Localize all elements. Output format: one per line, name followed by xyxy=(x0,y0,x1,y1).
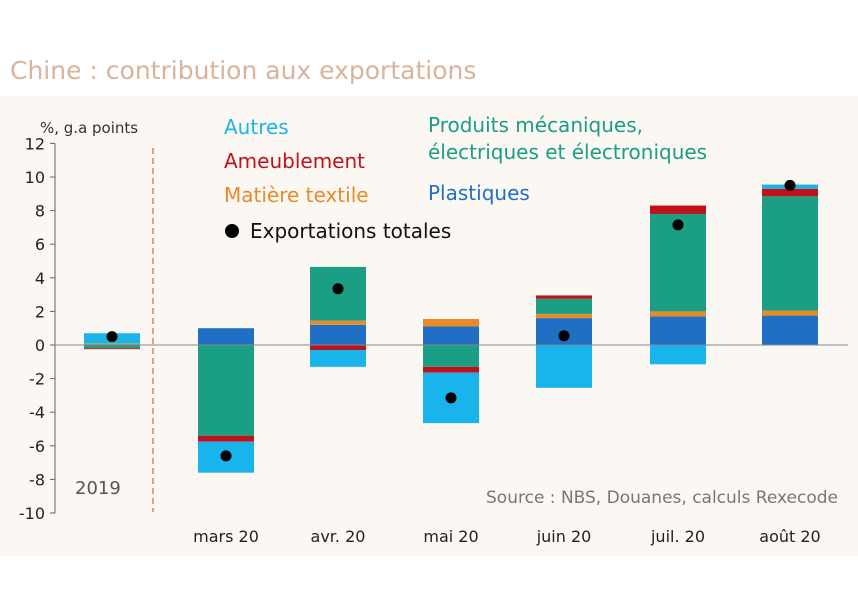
y-tick-label: 4 xyxy=(35,269,45,288)
x-tick-label: juin 20 xyxy=(536,527,592,546)
x-tick-label: juil. 20 xyxy=(650,527,705,546)
bar-segment-textile xyxy=(423,318,479,327)
bar-segment-autres xyxy=(536,345,592,388)
legend-produits-line1: Produits mécaniques, xyxy=(428,113,643,137)
y-tick-label: 2 xyxy=(35,302,45,321)
bar-segment-textile xyxy=(650,311,706,317)
bar-segment-produits xyxy=(198,345,254,436)
total-marker xyxy=(220,450,232,462)
legend-total-marker xyxy=(225,224,239,238)
y-tick-label: 6 xyxy=(35,235,45,254)
bar-segment-ameublement xyxy=(762,188,818,197)
bar-segment-produits xyxy=(762,196,818,311)
bar-segment-textile xyxy=(536,313,592,319)
y-tick-label: 12 xyxy=(25,134,45,153)
bar-segment-ameublement xyxy=(198,435,254,442)
legend-produits-line2: électriques et électroniques xyxy=(428,140,707,164)
total-marker xyxy=(672,219,684,231)
legend-autres: Autres xyxy=(224,115,289,139)
y-unit-label: %, g.a points xyxy=(40,119,138,137)
y-tick-label: -4 xyxy=(29,403,45,422)
total-marker xyxy=(445,392,457,404)
legend-textile: Matière textile xyxy=(224,183,369,207)
x-tick-label: août 20 xyxy=(759,527,820,546)
source-note: Source : NBS, Douanes, calculs Rexecode xyxy=(486,488,838,508)
bar-segment-ameublement xyxy=(650,205,706,214)
y-tick-label: -2 xyxy=(29,370,45,389)
total-marker xyxy=(558,330,570,342)
y-tick-label: -10 xyxy=(19,504,45,523)
legend-plastiques: Plastiques xyxy=(428,181,530,205)
bar-segment-plastiques xyxy=(310,324,366,345)
x-tick-label: mai 20 xyxy=(423,527,478,546)
legend-ameublement: Ameublement xyxy=(224,149,365,173)
bar-segment-produits xyxy=(536,298,592,314)
bar-segment-plastiques xyxy=(650,316,706,345)
total-marker xyxy=(784,179,796,191)
bar-segment-autres xyxy=(650,345,706,365)
x-tick-label: mars 20 xyxy=(193,527,259,546)
bar-segment-produits xyxy=(423,345,479,367)
y-tick-label: -6 xyxy=(29,437,45,456)
bar-segment-plastiques xyxy=(423,326,479,345)
bar-segment-textile xyxy=(310,320,366,325)
total-marker xyxy=(332,283,344,295)
y-tick-label: 10 xyxy=(25,168,45,187)
bar-segment-plastiques xyxy=(762,315,818,345)
bar-segment-produits xyxy=(84,345,140,349)
bar-segment-textile xyxy=(84,343,140,345)
y-tick-label: 0 xyxy=(35,336,45,355)
bar-segment-plastiques xyxy=(198,328,254,345)
x-tick-label: avr. 20 xyxy=(311,527,366,546)
bar-segment-autres xyxy=(310,350,366,367)
y-tick-label: 8 xyxy=(35,202,45,221)
bar-segment-ameublement xyxy=(310,345,366,351)
total-marker xyxy=(106,331,118,343)
year-label-2019: 2019 xyxy=(75,478,121,499)
bar-segment-textile xyxy=(762,310,818,316)
bar-segment-ameublement xyxy=(84,348,140,350)
bar-segment-ameublement xyxy=(536,295,592,299)
chart-title: Chine : contribution aux exportations xyxy=(10,56,477,85)
y-tick-label: -8 xyxy=(29,470,45,489)
legend-total: Exportations totales xyxy=(250,219,451,243)
bar-segment-ameublement xyxy=(423,366,479,373)
